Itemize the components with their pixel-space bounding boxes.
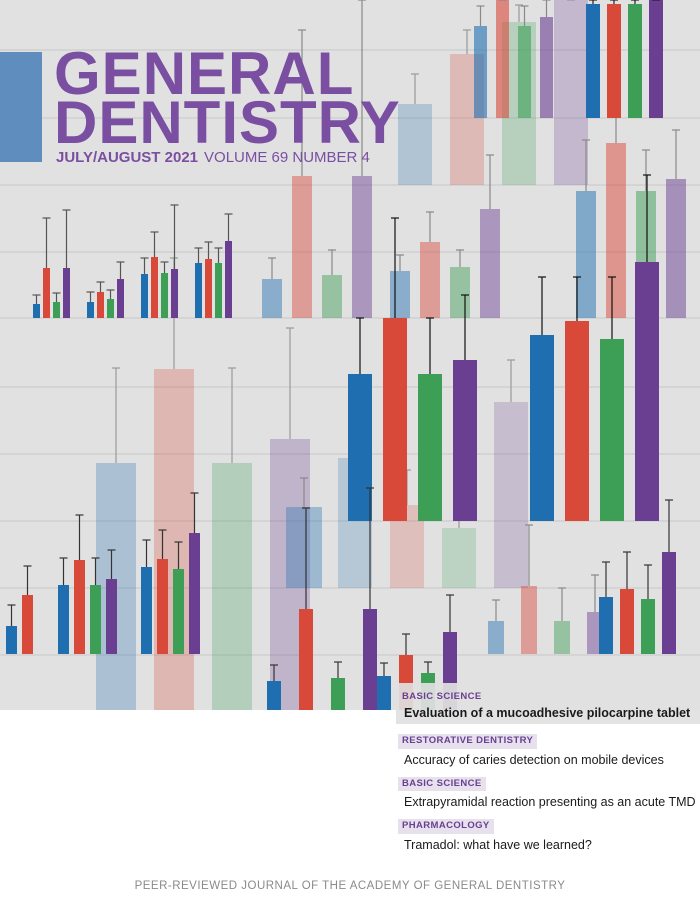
section-tag: RESTORATIVE DENTISTRY xyxy=(398,734,538,749)
chart-bar xyxy=(599,597,613,654)
chart-bar xyxy=(322,275,342,318)
chart-bar xyxy=(628,4,642,118)
chart-bar xyxy=(518,26,531,118)
toc-item[interactable]: RESTORATIVE DENTISTRY Accuracy of caries… xyxy=(398,730,700,767)
chart-bar xyxy=(607,4,621,118)
chart-bar xyxy=(496,0,509,118)
chart-bar xyxy=(666,179,686,318)
chart-bar xyxy=(352,176,372,318)
cover-bar-chart-artwork xyxy=(0,0,700,710)
toc-item[interactable]: PHARMACOLOGY Tramadol: what have we lear… xyxy=(398,815,700,852)
chart-bar xyxy=(420,242,440,318)
chart-bar xyxy=(554,0,588,185)
chart-bar xyxy=(453,360,477,521)
chart-bar xyxy=(576,191,596,318)
chart-bar xyxy=(171,269,178,318)
chart-bar xyxy=(262,279,282,318)
chart-bar xyxy=(540,17,553,118)
chart-bar xyxy=(480,209,500,318)
chart-bar xyxy=(418,374,442,521)
chart-bar xyxy=(662,552,676,654)
chart-bar xyxy=(97,292,104,318)
issue-line: JULY/AUGUST 2021 VOLUME 69 NUMBER 4 xyxy=(56,149,370,166)
chart-bar xyxy=(348,374,372,521)
chart-bar xyxy=(565,321,589,521)
masthead-title-line-1: GENERAL xyxy=(54,40,355,107)
article-title: Accuracy of caries detection on mobile d… xyxy=(404,752,664,767)
chart-bar xyxy=(141,567,152,654)
section-tag: BASIC SCIENCE xyxy=(402,691,482,702)
chart-bar xyxy=(530,335,554,521)
chart-bar xyxy=(6,626,17,654)
chart-bar xyxy=(267,681,281,710)
chart-bar xyxy=(107,299,114,318)
chart-bar xyxy=(635,262,659,521)
chart-bar xyxy=(90,585,101,654)
section-tag: BASIC SCIENCE xyxy=(398,776,486,792)
chart-bar xyxy=(383,318,407,521)
chart-bar xyxy=(106,579,117,654)
toc-item[interactable]: BASIC SCIENCE Extrapyramidal reaction pr… xyxy=(398,773,700,809)
chart-bar xyxy=(205,259,212,318)
chart-bar xyxy=(87,302,94,318)
chart-bar xyxy=(33,304,40,318)
chart-bar xyxy=(154,369,194,710)
chart-bar xyxy=(53,302,60,318)
chart-bar xyxy=(161,273,168,318)
toc-item-featured[interactable]: BASIC SCIENCE Evaluation of a mucoadhesi… xyxy=(396,683,700,725)
chart-bar xyxy=(620,589,634,654)
chart-bar xyxy=(600,339,624,521)
chart-bar xyxy=(641,599,655,654)
chart-bar xyxy=(442,528,476,588)
article-title: Tramadol: what have we learned? xyxy=(404,837,592,852)
chart-bar xyxy=(292,176,312,318)
chart-bar xyxy=(586,4,600,118)
chart-bar xyxy=(474,26,487,118)
article-title: Extrapyramidal reaction presenting as an… xyxy=(404,795,696,810)
chart-bar xyxy=(117,279,124,318)
article-title: Evaluation of a mucoadhesive pilocarpine… xyxy=(404,706,691,721)
chart-bar xyxy=(22,595,33,654)
chart-bar xyxy=(157,559,168,654)
chart-bar xyxy=(554,621,570,654)
masthead-color-block xyxy=(0,52,42,162)
chart-bar xyxy=(299,609,313,710)
chart-bar xyxy=(488,621,504,654)
chart-bar xyxy=(215,263,222,318)
chart-bar xyxy=(606,143,626,318)
chart-bar xyxy=(141,274,148,318)
issue-volume: VOLUME 69 NUMBER 4 xyxy=(204,149,370,166)
chart-bar xyxy=(398,104,432,185)
chart-bar xyxy=(521,586,537,654)
chart-bar xyxy=(212,463,252,710)
chart-bar xyxy=(195,263,202,318)
table-of-contents: BASIC SCIENCE Evaluation of a mucoadhesi… xyxy=(396,683,700,858)
masthead-title-line-2: DENTISTRY xyxy=(54,89,401,156)
chart-bar xyxy=(649,0,663,118)
journal-tagline: PEER-REVIEWED JOURNAL OF THE ACADEMY OF … xyxy=(134,880,566,892)
chart-bar xyxy=(450,267,470,318)
chart-bar xyxy=(494,402,528,588)
chart-bar xyxy=(225,241,232,318)
chart-bar xyxy=(377,676,391,710)
chart-bar xyxy=(363,609,377,710)
section-tag: PHARMACOLOGY xyxy=(398,819,494,834)
chart-bar xyxy=(173,569,184,654)
chart-bar xyxy=(331,678,345,710)
chart-bar xyxy=(43,268,50,318)
chart-bar xyxy=(151,257,158,318)
chart-bar xyxy=(286,507,322,588)
chart-bar xyxy=(189,533,200,654)
issue-date: JULY/AUGUST 2021 xyxy=(56,149,199,166)
chart-bar xyxy=(390,271,410,318)
chart-bar xyxy=(74,560,85,654)
chart-bar xyxy=(63,268,70,318)
chart-bar xyxy=(58,585,69,654)
